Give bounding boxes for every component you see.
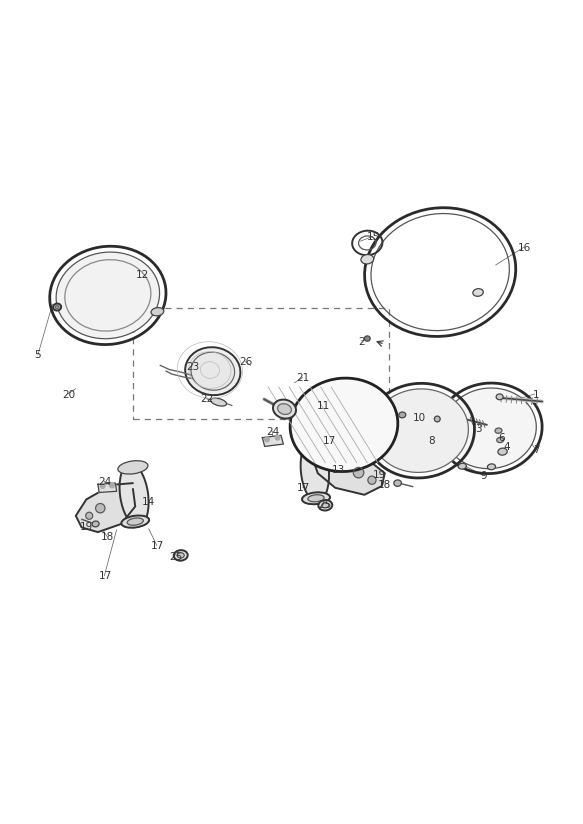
- Text: 18: 18: [378, 480, 391, 490]
- Text: 17: 17: [99, 571, 111, 582]
- Ellipse shape: [399, 412, 406, 418]
- Text: 15: 15: [367, 232, 380, 242]
- Ellipse shape: [458, 463, 466, 469]
- Circle shape: [96, 503, 105, 513]
- Text: 14: 14: [142, 498, 155, 508]
- Ellipse shape: [495, 428, 502, 433]
- Text: 10: 10: [413, 413, 426, 423]
- Text: 3: 3: [475, 424, 482, 434]
- Ellipse shape: [498, 448, 507, 455]
- Ellipse shape: [487, 464, 496, 470]
- Circle shape: [353, 467, 364, 478]
- Ellipse shape: [278, 404, 292, 414]
- Text: 16: 16: [518, 242, 531, 253]
- Ellipse shape: [174, 550, 188, 560]
- Ellipse shape: [394, 480, 401, 486]
- Ellipse shape: [210, 398, 227, 406]
- Polygon shape: [315, 456, 385, 494]
- Text: 17: 17: [151, 541, 164, 551]
- Ellipse shape: [302, 493, 330, 504]
- Text: 25: 25: [170, 551, 182, 562]
- Ellipse shape: [318, 500, 332, 511]
- Text: 17: 17: [297, 483, 310, 493]
- Text: 25: 25: [319, 500, 332, 510]
- Ellipse shape: [191, 352, 234, 391]
- Ellipse shape: [496, 394, 503, 400]
- Ellipse shape: [127, 518, 143, 525]
- Ellipse shape: [473, 288, 483, 297]
- Text: 18: 18: [101, 532, 114, 542]
- Text: 6: 6: [498, 433, 505, 443]
- Ellipse shape: [53, 303, 61, 311]
- Ellipse shape: [308, 494, 324, 502]
- Text: 8: 8: [428, 436, 435, 446]
- Text: 24: 24: [99, 477, 111, 487]
- Text: 11: 11: [317, 401, 330, 411]
- Ellipse shape: [56, 252, 160, 339]
- Polygon shape: [76, 483, 135, 532]
- Polygon shape: [98, 483, 117, 493]
- Ellipse shape: [361, 255, 374, 264]
- Ellipse shape: [151, 307, 164, 316]
- Ellipse shape: [185, 347, 240, 396]
- Ellipse shape: [290, 378, 398, 471]
- Ellipse shape: [298, 437, 329, 449]
- Circle shape: [368, 476, 376, 485]
- Text: 2: 2: [358, 337, 365, 347]
- Ellipse shape: [118, 461, 148, 474]
- Circle shape: [275, 435, 280, 440]
- Text: 5: 5: [34, 350, 41, 360]
- Ellipse shape: [322, 503, 329, 508]
- Text: 13: 13: [332, 466, 345, 475]
- Circle shape: [110, 483, 114, 488]
- Text: 17: 17: [323, 436, 336, 446]
- Ellipse shape: [55, 306, 59, 308]
- Circle shape: [100, 484, 105, 489]
- Text: 12: 12: [136, 270, 149, 280]
- Text: 1: 1: [533, 390, 540, 400]
- Polygon shape: [262, 435, 283, 447]
- Ellipse shape: [120, 464, 149, 526]
- Text: 19: 19: [80, 522, 93, 532]
- Text: 4: 4: [504, 442, 511, 452]
- Ellipse shape: [121, 516, 149, 527]
- Text: 22: 22: [201, 394, 213, 405]
- Text: 24: 24: [266, 427, 279, 437]
- Text: 7: 7: [533, 445, 540, 455]
- Ellipse shape: [92, 521, 99, 527]
- Ellipse shape: [301, 439, 329, 502]
- Text: 20: 20: [62, 390, 75, 400]
- Text: 9: 9: [480, 471, 487, 481]
- Circle shape: [265, 437, 269, 442]
- Ellipse shape: [302, 493, 330, 504]
- Text: 23: 23: [186, 362, 199, 372]
- Circle shape: [86, 513, 93, 519]
- Ellipse shape: [177, 553, 184, 558]
- Ellipse shape: [443, 388, 536, 469]
- Ellipse shape: [497, 438, 504, 442]
- Text: 19: 19: [373, 470, 385, 480]
- Ellipse shape: [121, 516, 149, 527]
- Ellipse shape: [434, 416, 440, 422]
- Text: 21: 21: [297, 373, 310, 383]
- Text: 26: 26: [240, 358, 252, 368]
- Ellipse shape: [364, 336, 370, 341]
- Ellipse shape: [273, 400, 296, 419]
- Ellipse shape: [371, 389, 468, 472]
